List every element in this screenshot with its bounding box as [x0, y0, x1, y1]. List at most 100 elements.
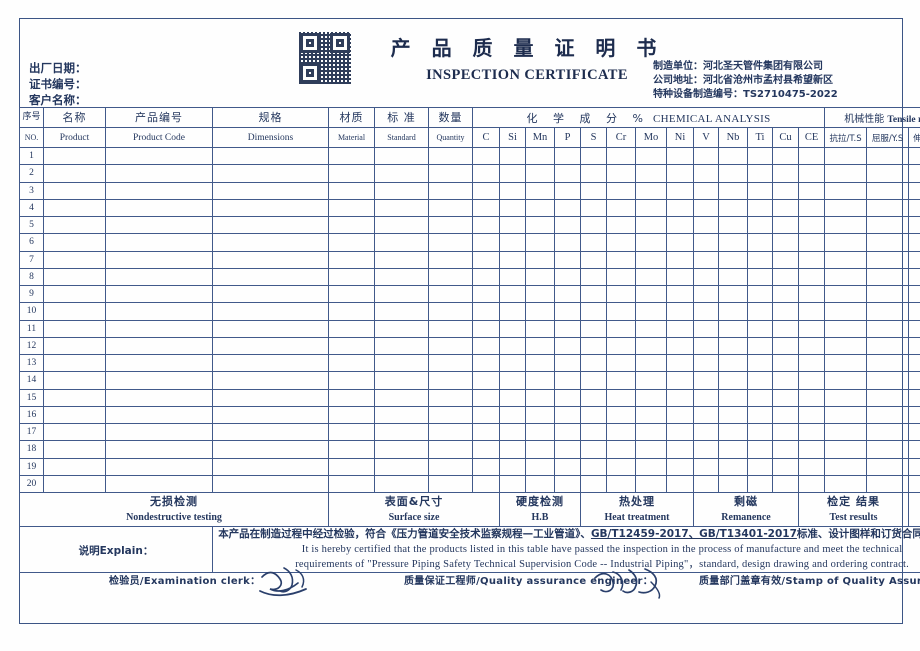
cell-Nb[interactable]: [718, 422, 748, 442]
cell-C[interactable]: [472, 233, 500, 252]
cell-elongation[interactable]: [908, 146, 920, 166]
cell-product-code[interactable]: [105, 146, 213, 166]
cell-CE[interactable]: [797, 422, 826, 442]
cell-Cu[interactable]: [772, 181, 799, 200]
cell-Ni[interactable]: [666, 388, 694, 407]
cell-quantity[interactable]: [428, 215, 473, 235]
table-row[interactable]: 15: [19, 388, 920, 407]
cell-C[interactable]: [472, 198, 500, 218]
cell-product-code[interactable]: [105, 422, 213, 442]
cell-V[interactable]: [693, 440, 719, 459]
cell-product[interactable]: [43, 319, 106, 338]
cell-tensile[interactable]: [824, 267, 868, 287]
cell-Si[interactable]: [499, 457, 526, 476]
cell-Cr[interactable]: [606, 181, 636, 200]
cell-standard[interactable]: [374, 198, 429, 218]
cell-standard[interactable]: [374, 388, 429, 407]
cell-elongation[interactable]: [908, 319, 920, 338]
cell-Cu[interactable]: [772, 302, 799, 321]
cell-Ti[interactable]: [747, 302, 773, 321]
cell-yield[interactable]: [866, 164, 910, 183]
cell-Mo[interactable]: [635, 215, 667, 235]
cell-Mo[interactable]: [635, 388, 667, 407]
cell-Nb[interactable]: [718, 319, 748, 338]
cell-C[interactable]: [472, 284, 500, 304]
cell-S[interactable]: [580, 405, 607, 425]
cell-Cr[interactable]: [606, 233, 636, 252]
cell-Cr[interactable]: [606, 474, 636, 494]
cell-standard[interactable]: [374, 474, 429, 494]
cell-Ni[interactable]: [666, 353, 694, 373]
cell-Mo[interactable]: [635, 336, 667, 356]
cell-tensile[interactable]: [824, 388, 868, 407]
cell-dimensions[interactable]: [212, 388, 329, 407]
cell-S[interactable]: [580, 164, 607, 183]
cell-Ni[interactable]: [666, 198, 694, 218]
cell-Mn[interactable]: [525, 405, 555, 425]
cell-Mn[interactable]: [525, 146, 555, 166]
cell-product[interactable]: [43, 388, 106, 407]
cell-quantity[interactable]: [428, 181, 473, 200]
cell-S[interactable]: [580, 371, 607, 390]
cell-product[interactable]: [43, 250, 106, 269]
cell-dimensions[interactable]: [212, 215, 329, 235]
cell-quantity[interactable]: [428, 250, 473, 269]
cell-Si[interactable]: [499, 353, 526, 373]
cell-standard[interactable]: [374, 284, 429, 304]
cell-Si[interactable]: [499, 388, 526, 407]
cell-product[interactable]: [43, 302, 106, 321]
cell-S[interactable]: [580, 250, 607, 269]
cell-P[interactable]: [554, 181, 581, 200]
cell-Mn[interactable]: [525, 181, 555, 200]
table-row[interactable]: 10: [19, 302, 920, 321]
cell-yield[interactable]: [866, 146, 910, 166]
cell-tensile[interactable]: [824, 284, 868, 304]
cell-Cu[interactable]: [772, 422, 799, 442]
cell-S[interactable]: [580, 440, 607, 459]
cell-elongation[interactable]: [908, 457, 920, 476]
cell-standard[interactable]: [374, 457, 429, 476]
cell-P[interactable]: [554, 371, 581, 390]
cell-elongation[interactable]: [908, 371, 920, 390]
cell-elongation[interactable]: [908, 422, 920, 442]
cell-Cu[interactable]: [772, 284, 799, 304]
cell-elongation[interactable]: [908, 474, 920, 494]
cell-Nb[interactable]: [718, 198, 748, 218]
cell-material[interactable]: [328, 457, 375, 476]
cell-Ti[interactable]: [747, 181, 773, 200]
cell-Si[interactable]: [499, 405, 526, 425]
cell-Mo[interactable]: [635, 457, 667, 476]
cell-product[interactable]: [43, 440, 106, 459]
cell-P[interactable]: [554, 267, 581, 287]
cell-quantity[interactable]: [428, 267, 473, 287]
cell-Ti[interactable]: [747, 284, 773, 304]
cell-CE[interactable]: [797, 388, 826, 407]
cell-material[interactable]: [328, 474, 375, 494]
cell-V[interactable]: [693, 371, 719, 390]
cell-CE[interactable]: [797, 371, 826, 390]
cell-tensile[interactable]: [824, 181, 868, 200]
cell-Mn[interactable]: [525, 198, 555, 218]
cell-Ti[interactable]: [747, 146, 773, 166]
cell-quantity[interactable]: [428, 284, 473, 304]
cell-tensile[interactable]: [824, 302, 868, 321]
table-row[interactable]: 2: [19, 164, 920, 183]
cell-CE[interactable]: [797, 319, 826, 338]
cell-Cu[interactable]: [772, 215, 799, 235]
cell-Cr[interactable]: [606, 302, 636, 321]
cell-tensile[interactable]: [824, 164, 868, 183]
cell-material[interactable]: [328, 336, 375, 356]
cell-material[interactable]: [328, 164, 375, 183]
cell-V[interactable]: [693, 233, 719, 252]
cell-material[interactable]: [328, 250, 375, 269]
cell-Ti[interactable]: [747, 215, 773, 235]
table-row[interactable]: 17: [19, 422, 920, 442]
cell-yield[interactable]: [866, 250, 910, 269]
cell-material[interactable]: [328, 371, 375, 390]
cell-P[interactable]: [554, 233, 581, 252]
cell-material[interactable]: [328, 233, 375, 252]
cell-Mn[interactable]: [525, 302, 555, 321]
cell-Ni[interactable]: [666, 267, 694, 287]
cell-Ti[interactable]: [747, 474, 773, 494]
cell-Mn[interactable]: [525, 250, 555, 269]
